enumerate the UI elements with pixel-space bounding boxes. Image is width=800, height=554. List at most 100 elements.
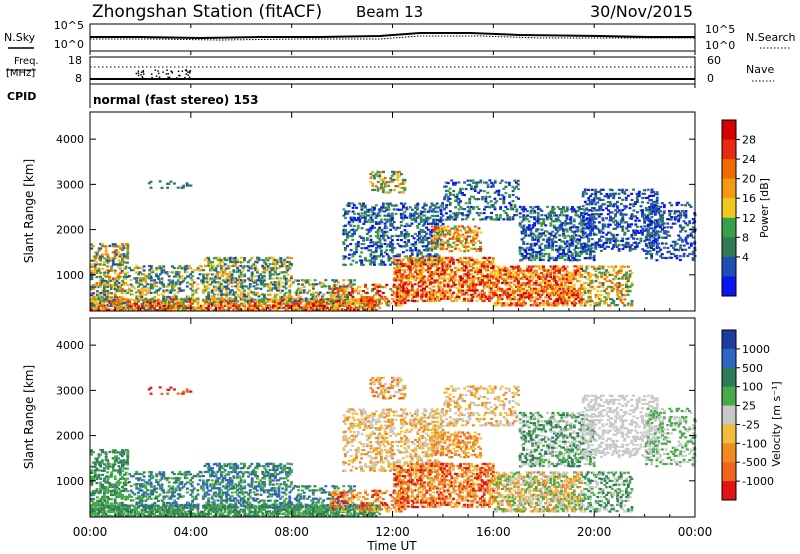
power-cell (104, 249, 108, 252)
power-cell (275, 306, 279, 309)
power-cell (437, 287, 441, 290)
power-cell (586, 265, 590, 268)
power-cell (477, 281, 481, 284)
power-cell (452, 235, 455, 239)
power-cell (563, 236, 567, 239)
power-cell (149, 271, 153, 274)
power-cell (99, 259, 103, 262)
power-cell (171, 289, 175, 292)
power-cell (450, 245, 454, 248)
power-cell (423, 234, 427, 238)
power-cell (226, 275, 230, 278)
power-cell (495, 275, 499, 278)
power-cell (90, 259, 94, 262)
power-cell (468, 179, 472, 182)
power-cell (342, 289, 346, 292)
power-cell (122, 277, 126, 281)
power-cell (256, 308, 259, 311)
power-cell (108, 298, 111, 301)
power-cell (563, 234, 567, 237)
power-cell (531, 296, 535, 299)
power-cell (498, 271, 502, 274)
power-cell (455, 193, 459, 196)
power-cell (419, 265, 423, 268)
power-cell (455, 258, 459, 262)
power-cell (524, 234, 528, 237)
power-cell (162, 299, 165, 303)
power-cell (562, 240, 565, 243)
power-cell (346, 244, 349, 248)
power-cell (385, 226, 389, 229)
power-cell (221, 297, 225, 300)
power-cell (248, 299, 252, 303)
power-cell (441, 269, 445, 272)
power-cell (428, 222, 432, 225)
power-cell (477, 191, 481, 194)
power-cell (585, 301, 589, 305)
power-cell (253, 266, 257, 270)
power-cell (452, 285, 456, 288)
power-cell (174, 275, 178, 278)
power-cell (244, 265, 248, 268)
power-cell (410, 277, 414, 280)
power-cell (500, 267, 504, 270)
power-cell (484, 218, 488, 221)
power-cell (493, 277, 497, 280)
power-cell (140, 304, 144, 307)
power-cell (113, 271, 117, 275)
power-cell (508, 218, 511, 221)
power-cell (241, 293, 245, 296)
power-cell (514, 181, 518, 184)
power-cell (241, 266, 245, 269)
power-cell (173, 275, 176, 278)
power-cell (297, 283, 301, 286)
power-cell (99, 263, 103, 266)
power-cell (419, 231, 423, 234)
power-cell (103, 257, 106, 260)
power-cell (520, 258, 524, 261)
power-cell (95, 293, 99, 296)
power-cell (587, 248, 591, 252)
power-cell (149, 300, 153, 303)
power-cell (268, 277, 272, 280)
power-cell (544, 244, 548, 247)
power-cell (502, 269, 506, 272)
power-cell (434, 247, 438, 250)
power-cell (316, 300, 320, 303)
power-cell (230, 285, 234, 288)
power-cell (403, 270, 407, 274)
power-cell (572, 224, 576, 227)
power-cell (425, 255, 429, 258)
power-cell (508, 269, 511, 272)
power-cell (547, 269, 551, 272)
power-cell (344, 308, 347, 312)
power-cell (411, 297, 414, 301)
power-cell (513, 187, 517, 190)
power-cell (471, 279, 475, 282)
power-cell (558, 293, 562, 296)
power-cell (432, 285, 436, 288)
power-cell (243, 285, 247, 288)
power-cell (228, 299, 232, 303)
power-cell (381, 263, 385, 266)
power-cell (547, 213, 551, 217)
power-cell (218, 308, 222, 311)
power-cell (489, 200, 493, 203)
power-cell (405, 222, 409, 226)
power-cell (106, 283, 110, 287)
power-cell (214, 300, 218, 303)
power-cell (241, 281, 245, 284)
power-cell (437, 283, 441, 286)
power-cell (529, 259, 533, 262)
power-cell (446, 281, 450, 284)
power-cell (470, 276, 473, 280)
power-cell (551, 240, 554, 243)
power-cell (373, 226, 377, 229)
power-cell (436, 272, 439, 276)
power-cell (567, 275, 571, 278)
power-cell (403, 234, 407, 238)
power-cell (453, 183, 457, 186)
power-cell (226, 272, 230, 276)
power-cell (227, 267, 231, 270)
power-cell (480, 257, 484, 260)
